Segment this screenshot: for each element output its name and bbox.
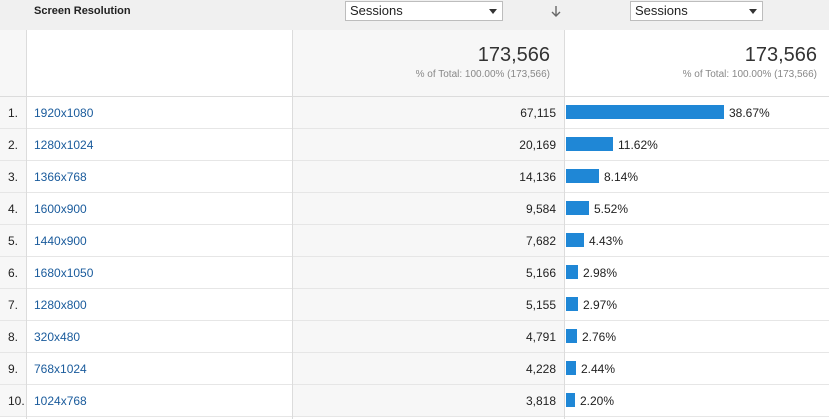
column-divider	[26, 30, 27, 419]
total-pct-subtext: % of Total: 100.00% (173,566)	[682, 69, 817, 80]
share-percentage: 38.67%	[729, 106, 770, 120]
row-index: 9.	[8, 362, 19, 376]
screen-resolution-link[interactable]: 320x480	[34, 330, 81, 344]
screen-resolution-link[interactable]: 1280x1024	[34, 138, 94, 152]
sessions-value: 20,169	[519, 138, 556, 152]
share-bar	[566, 393, 575, 407]
share-percentage: 2.97%	[583, 298, 618, 312]
secondary-metric-select[interactable]: Sessions	[630, 1, 763, 21]
sessions-value: 3,818	[525, 394, 556, 408]
share-percentage: 8.14%	[604, 170, 639, 184]
screen-resolution-link[interactable]: 1024x768	[34, 394, 87, 408]
table-row: 3. 1366x768 14,136 8.14%	[0, 161, 829, 193]
sessions-value: 67,115	[520, 106, 556, 120]
primary-metric-value: Sessions	[350, 3, 403, 18]
share-percentage: 2.76%	[582, 330, 617, 344]
row-index: 6.	[8, 266, 19, 280]
share-percentage: 2.98%	[583, 266, 618, 280]
screen-resolution-link[interactable]: 1280x800	[34, 298, 87, 312]
share-bar	[566, 265, 578, 279]
table-row: 10. 1024x768 3,818 2.20%	[0, 385, 829, 417]
share-bar	[566, 201, 589, 215]
row-index: 8.	[8, 330, 19, 344]
share-percentage: 5.52%	[594, 202, 629, 216]
chevron-down-icon	[489, 9, 497, 14]
row-index: 10.	[8, 394, 25, 408]
row-index: 3.	[8, 170, 19, 184]
share-bar	[566, 297, 578, 311]
table-row: 1. 1920x1080 67,115 38.67%	[0, 97, 829, 129]
row-index: 7.	[8, 298, 19, 312]
sessions-value: 4,791	[525, 330, 556, 344]
table-row: 9. 768x1024 4,228 2.44%	[0, 353, 829, 385]
table-row: 4. 1600x900 9,584 5.52%	[0, 193, 829, 225]
totals-row: 173,566 % of Total: 100.00% (173,566) 17…	[0, 30, 829, 97]
table-header: Screen Resolution Sessions Sessions	[0, 0, 829, 30]
sort-descending-arrow-icon[interactable]	[548, 4, 564, 20]
dimension-column-title[interactable]: Screen Resolution	[34, 5, 131, 17]
table-row: 7. 1280x800 5,155 2.97%	[0, 289, 829, 321]
share-percentage: 2.20%	[580, 394, 615, 408]
row-index: 4.	[8, 202, 19, 216]
sessions-value: 14,136	[519, 170, 556, 184]
row-index: 2.	[8, 138, 19, 152]
sessions-value: 5,166	[525, 266, 556, 280]
share-bar	[566, 169, 599, 183]
share-bar	[566, 329, 577, 343]
chevron-down-icon	[749, 9, 757, 14]
share-percentage: 4.43%	[589, 234, 624, 248]
share-bar	[566, 105, 724, 119]
share-bar	[566, 361, 576, 375]
screen-resolution-link[interactable]: 1920x1080	[34, 106, 94, 120]
column-divider	[564, 30, 565, 419]
share-percentage: 2.44%	[581, 362, 616, 376]
total-sessions-subtext: % of Total: 100.00% (173,566)	[415, 69, 550, 80]
sessions-value: 7,682	[525, 234, 556, 248]
total-pct-value: 173,566	[744, 44, 817, 66]
column-divider	[292, 30, 293, 419]
screen-resolution-link[interactable]: 1600x900	[34, 202, 87, 216]
secondary-metric-value: Sessions	[635, 3, 688, 18]
sessions-value: 9,584	[525, 202, 556, 216]
table-row: 8. 320x480 4,791 2.76%	[0, 321, 829, 353]
sessions-value: 4,228	[525, 362, 556, 376]
screen-resolution-link[interactable]: 1366x768	[34, 170, 87, 184]
screen-resolution-link[interactable]: 768x1024	[34, 362, 87, 376]
share-percentage: 11.62%	[618, 138, 658, 152]
primary-metric-select[interactable]: Sessions	[345, 1, 503, 21]
sessions-value: 5,155	[525, 298, 556, 312]
row-index: 5.	[8, 234, 19, 248]
row-index: 1.	[8, 106, 19, 120]
total-sessions-value: 173,566	[477, 44, 550, 66]
table-row: 2. 1280x1024 20,169 11.62%	[0, 129, 829, 161]
table-row: 6. 1680x1050 5,166 2.98%	[0, 257, 829, 289]
table-row: 5. 1440x900 7,682 4.43%	[0, 225, 829, 257]
screen-resolution-link[interactable]: 1680x1050	[34, 266, 94, 280]
share-bar	[566, 233, 584, 247]
share-bar	[566, 137, 613, 151]
screen-resolution-link[interactable]: 1440x900	[34, 234, 87, 248]
